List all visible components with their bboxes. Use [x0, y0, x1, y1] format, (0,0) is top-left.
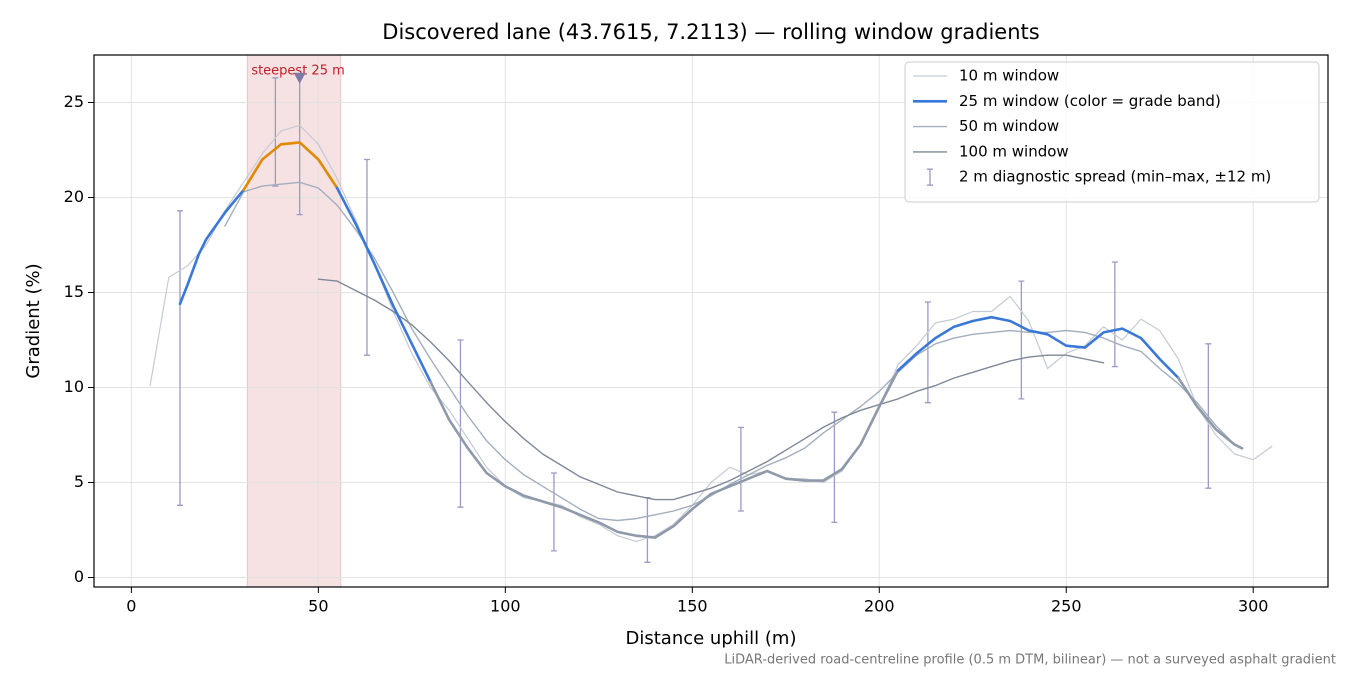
legend-label: 2 m diagnostic spread (min–max, ±12 m): [959, 168, 1271, 186]
plot-frame: [93, 54, 1329, 588]
y-axis-label: Gradient (%): [23, 263, 44, 378]
y-tick-label: 25: [64, 92, 84, 111]
x-tick-label: 300: [1238, 597, 1269, 616]
highlight-region: [246, 54, 342, 588]
footnote: LiDAR-derived road-centreline profile (0…: [724, 653, 1336, 668]
spread-bar: [737, 426, 744, 512]
spread-bar: [1018, 280, 1025, 400]
legend-swatch: [927, 168, 933, 186]
spread-bar: [363, 158, 370, 356]
y-tick-label: 5: [74, 472, 84, 491]
x-tick-label: 100: [490, 597, 521, 616]
legend-label: 10 m window: [959, 67, 1059, 85]
legend-label: 25 m window (color = grade band): [959, 92, 1221, 110]
x-tick-label: 250: [1051, 597, 1082, 616]
spread-bar: [1111, 261, 1118, 368]
x-tick-label: 150: [677, 597, 708, 616]
y-tick-label: 15: [64, 282, 84, 301]
spread-bar: [457, 339, 464, 508]
series-line: [149, 124, 1273, 542]
highlight-label: steepest 25 m: [251, 64, 344, 79]
y-tick-label: 20: [64, 187, 84, 206]
spread-bar: [831, 411, 838, 524]
spread-bar: [924, 301, 931, 404]
spread-bar: [550, 472, 557, 552]
x-tick-label: 200: [864, 597, 895, 616]
legend-box: [904, 61, 1320, 203]
series-line: [1177, 376, 1244, 450]
x-tick-label: 0: [126, 597, 136, 616]
series-line: [178, 188, 245, 306]
legend-label: 50 m window: [959, 117, 1059, 135]
legend-label: 100 m window: [959, 142, 1069, 160]
y-tick-label: 0: [74, 567, 84, 586]
series-line: [317, 278, 1105, 501]
x-tick-label: 50: [308, 597, 328, 616]
series-line: [242, 141, 339, 192]
spread-bar: [272, 77, 279, 187]
series-line: [335, 186, 432, 384]
steepest-marker: [293, 72, 306, 84]
x-axis-label: Distance uphill (m): [626, 628, 797, 649]
chart-title: Discovered lane (43.7615, 7.2113) — roll…: [382, 20, 1039, 44]
series-line: [896, 315, 1180, 380]
spread-bar: [177, 210, 184, 506]
series-line: [224, 181, 1243, 522]
y-tick-label: 10: [64, 377, 84, 396]
series-line: [429, 369, 900, 539]
